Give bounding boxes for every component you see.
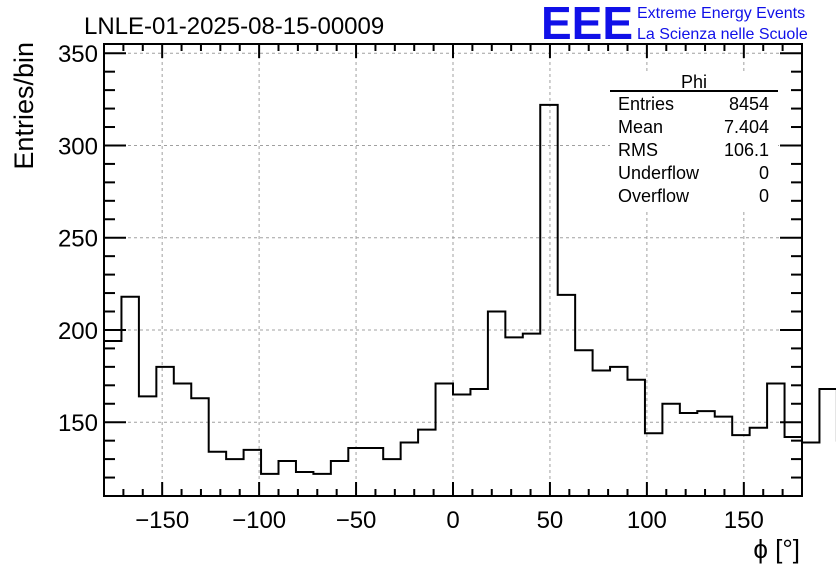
y-axis-label: Entries/bin [9,42,39,170]
x-tick-label: 150 [724,507,764,534]
stats-label: Underflow [618,163,700,183]
histogram-series [104,103,836,475]
stats-label: RMS [618,140,658,160]
x-axis-label: ϕ [°] [753,534,800,564]
eee-logo-line1: Extreme Energy Events [637,5,805,22]
stats-box-title: Phi [681,72,707,92]
x-tick-label: 100 [627,507,667,534]
y-axis-ticks: 150 200 250 300 350 [58,41,802,479]
stats-label: Overflow [618,186,690,206]
stats-value: 0 [759,186,769,206]
eee-logo-line2: La Scienza nelle Scuole [637,26,808,43]
eee-logo: EEE Extreme Energy Events La Scienza nel… [541,0,808,49]
stats-box-bg [610,72,778,212]
eee-logo-mark: EEE [541,0,633,49]
y-tick-label: 150 [58,410,98,437]
y-tick-label: 300 [58,133,98,160]
x-tick-label: 0 [446,507,459,534]
x-axis-ticks: −150 −100 −50 0 50 100 150 [103,44,803,534]
stats-box: Phi Entries 8454 Mean 7.404 RMS 106.1 Un… [610,72,778,212]
stats-value: 8454 [729,94,769,114]
x-tick-label: 50 [537,507,564,534]
x-tick-label: −100 [232,507,286,534]
stats-value: 106.1 [724,140,769,160]
stats-label: Entries [618,94,674,114]
chart-title: LNLE-01-2025-08-15-00009 [84,13,384,40]
x-tick-label: −50 [336,507,377,534]
stats-value: 7.404 [724,117,769,137]
stats-value: 0 [759,163,769,183]
y-tick-label: 250 [58,226,98,253]
y-tick-label: 350 [58,41,98,68]
stats-label: Mean [618,117,663,137]
x-tick-label: −150 [135,507,189,534]
y-tick-label: 200 [58,318,98,345]
